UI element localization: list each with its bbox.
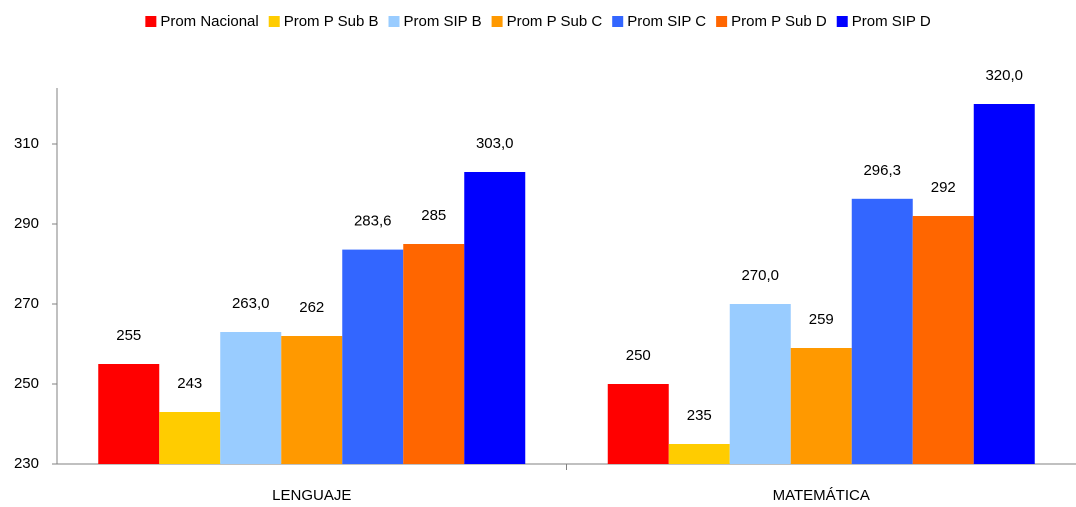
value-label: 283,6 <box>354 213 392 230</box>
legend-label: Prom P Sub D <box>731 13 827 30</box>
value-label: 285 <box>421 207 446 224</box>
value-label: 292 <box>931 179 956 196</box>
bar <box>464 172 526 464</box>
legend-swatch <box>491 16 503 27</box>
y-tick-label: 290 <box>14 215 39 232</box>
x-tick-label: LENGUAJE <box>272 487 351 504</box>
bar <box>98 364 160 464</box>
bar <box>159 412 221 464</box>
y-tick-label: 250 <box>14 375 39 392</box>
bar <box>851 198 913 465</box>
x-tick-label: MATEMÁTICA <box>773 487 870 504</box>
legend-swatch <box>145 16 157 27</box>
value-label: 270,0 <box>741 267 779 284</box>
y-tick-label: 310 <box>14 135 39 152</box>
bar <box>668 444 730 464</box>
bar <box>607 384 669 464</box>
value-label: 263,0 <box>232 295 270 312</box>
legend-swatch <box>268 16 280 27</box>
bar <box>342 249 404 464</box>
legend-swatch <box>612 16 624 27</box>
legend-label: Prom P Sub C <box>507 13 603 30</box>
bar <box>220 332 282 464</box>
value-label: 296,3 <box>863 162 901 179</box>
bar <box>281 336 343 464</box>
y-tick-label: 270 <box>14 295 39 312</box>
value-label: 250 <box>626 347 651 364</box>
value-label: 320,0 <box>985 67 1023 84</box>
value-label: 235 <box>687 407 712 424</box>
legend-swatch <box>836 16 848 27</box>
value-label: 243 <box>177 375 202 392</box>
value-label: 303,0 <box>476 135 514 152</box>
bar <box>403 244 465 464</box>
value-label: 255 <box>116 327 141 344</box>
bar <box>729 304 791 464</box>
bar <box>790 348 852 464</box>
y-tick-label: 230 <box>14 455 39 472</box>
value-label: 259 <box>809 311 834 328</box>
legend-label: Prom SIP D <box>852 13 931 30</box>
legend-label: Prom SIP C <box>627 13 706 30</box>
legend-label: Prom P Sub B <box>284 13 379 30</box>
bar <box>973 104 1035 464</box>
legend-swatch <box>716 16 728 27</box>
legend-swatch <box>388 16 400 27</box>
legend-label: Prom Nacional <box>160 13 258 30</box>
value-label: 262 <box>299 299 324 316</box>
legend-label: Prom SIP B <box>404 13 482 30</box>
bar <box>912 216 974 464</box>
